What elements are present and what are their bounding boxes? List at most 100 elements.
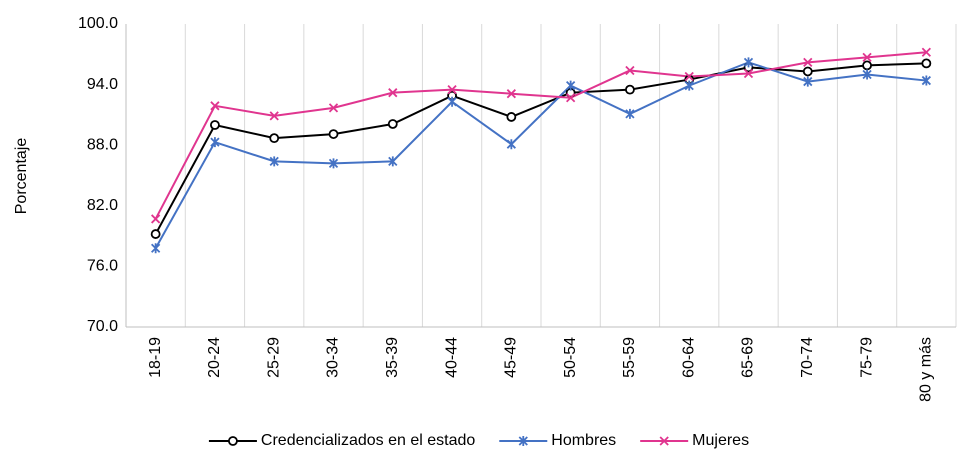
marker: [802, 66, 813, 77]
marker: [210, 120, 220, 130]
marker-shape: [921, 75, 931, 86]
marker-shape: [684, 71, 694, 82]
marker: [743, 68, 754, 79]
x-tick-label: 55-59: [621, 337, 638, 378]
y-axis-label: Porcentaje: [13, 138, 30, 215]
legend-label: Credencializados en el estado: [261, 432, 475, 449]
marker: [684, 71, 694, 82]
marker-shape: [518, 436, 528, 446]
marker: [921, 58, 932, 69]
marker-shape: [328, 129, 339, 139]
marker-shape: [328, 103, 339, 113]
x-tick-label: 70-74: [799, 337, 816, 378]
y-tick-label: 100.0: [78, 15, 118, 32]
marker-shape: [269, 111, 279, 121]
marker: [518, 436, 528, 446]
marker: [447, 85, 457, 95]
marker: [921, 47, 931, 57]
marker: [684, 80, 694, 91]
marker: [269, 111, 279, 121]
y-tick-label: 76.0: [87, 258, 118, 275]
marker: [387, 119, 398, 129]
marker: [150, 229, 161, 239]
marker-shape: [447, 85, 457, 95]
x-tick-label: 25-29: [265, 337, 282, 378]
marker-shape: [743, 68, 754, 79]
marker-shape: [388, 88, 398, 98]
marker: [625, 84, 635, 95]
marker: [862, 60, 872, 71]
marker: [210, 137, 220, 148]
x-tick-label: 80 y más: [918, 337, 935, 402]
marker: [228, 436, 238, 446]
marker: [210, 101, 220, 111]
marker-shape: [210, 137, 220, 148]
marker-shape: [802, 66, 813, 77]
marker: [506, 89, 516, 99]
series-line: [154, 61, 927, 249]
marker-shape: [387, 119, 398, 129]
x-tick-label: 40-44: [443, 337, 460, 378]
marker: [862, 52, 872, 62]
marker: [506, 139, 516, 150]
marker-shape: [269, 156, 279, 167]
marker-shape: [506, 89, 516, 99]
marker-shape: [862, 69, 872, 80]
marker: [269, 156, 279, 167]
x-tick-label: 65-69: [740, 337, 757, 378]
x-tick-label: 35-39: [384, 337, 401, 378]
x-tick-label: 18-19: [147, 337, 164, 378]
marker: [269, 133, 280, 144]
marker-shape: [659, 436, 669, 446]
marker-shape: [269, 133, 280, 144]
marker-shape: [862, 60, 872, 71]
marker-shape: [150, 229, 161, 239]
marker-shape: [506, 139, 516, 150]
marker-shape: [151, 243, 161, 254]
marker: [921, 75, 931, 86]
marker: [388, 156, 398, 167]
x-tick-label: 20-24: [206, 337, 223, 378]
y-tick-label: 82.0: [87, 197, 118, 214]
marker-shape: [743, 57, 754, 68]
marker: [328, 103, 339, 113]
marker-shape: [803, 76, 813, 87]
x-tick-label: 30-34: [325, 337, 342, 378]
marker: [151, 243, 161, 254]
marker-shape: [228, 436, 238, 446]
marker-shape: [151, 214, 161, 224]
marker-shape: [566, 80, 576, 91]
marker: [506, 112, 517, 122]
y-tick-label: 70.0: [87, 318, 118, 335]
marker: [447, 96, 457, 107]
marker-shape: [447, 96, 457, 107]
legend-label: Hombres: [551, 432, 616, 449]
marker: [566, 80, 576, 91]
marker: [566, 93, 576, 103]
marker-shape: [388, 156, 398, 167]
marker-shape: [625, 108, 635, 119]
marker: [743, 57, 754, 68]
series-line: [154, 51, 927, 220]
marker: [803, 76, 813, 87]
x-tick-label: 60-64: [680, 337, 697, 378]
marker-shape: [862, 52, 872, 62]
marker-shape: [506, 112, 517, 122]
x-tick-label: 75-79: [858, 337, 875, 378]
marker: [862, 69, 872, 80]
marker-shape: [625, 65, 635, 76]
marker-shape: [803, 57, 813, 68]
marker: [151, 214, 161, 224]
y-tick-label: 88.0: [87, 136, 118, 153]
marker-shape: [625, 84, 635, 95]
x-tick-label: 50-54: [562, 337, 579, 378]
marker-shape: [684, 80, 694, 91]
legend: Credencializados en el estado Hombres Muje…: [208, 432, 749, 449]
marker-shape: [210, 101, 220, 111]
marker: [388, 88, 398, 98]
legend-label: Mujeres: [692, 432, 749, 449]
marker: [803, 57, 813, 68]
y-tick-label: 94.0: [87, 76, 118, 93]
series-line: [154, 62, 927, 235]
